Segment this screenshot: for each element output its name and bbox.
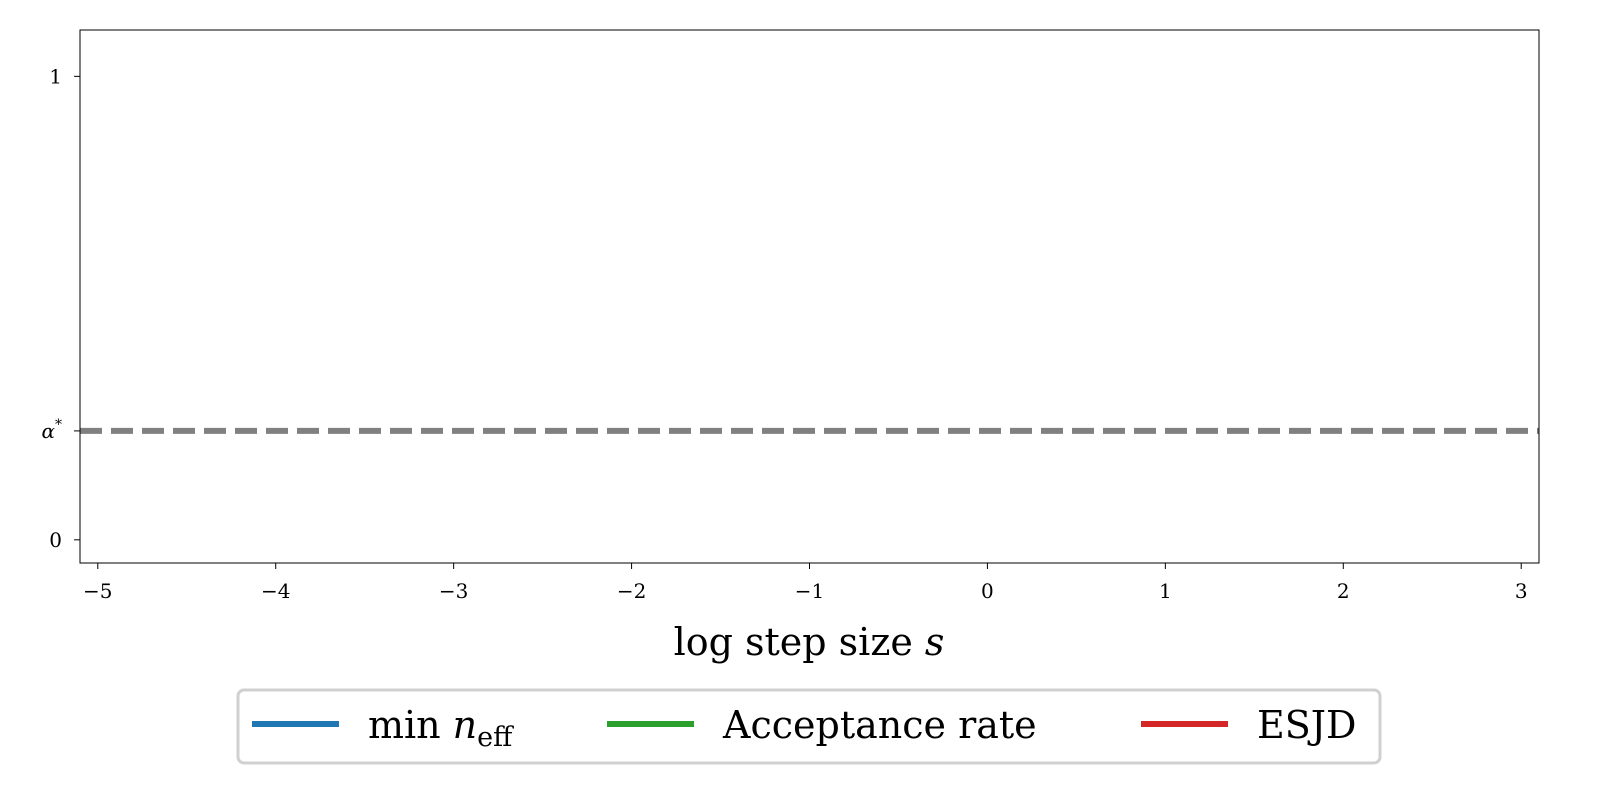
x-tick-label: 3 bbox=[1515, 579, 1528, 603]
y-axis: 0 α* 1 bbox=[41, 64, 80, 552]
y-tick-label: α* bbox=[41, 417, 62, 443]
x-axis: −5 −4 −3 −2 −1 0 1 2 3 bbox=[83, 563, 1528, 603]
legend-label: min neff bbox=[368, 703, 514, 753]
legend-box bbox=[236, 688, 1382, 765]
x-tick-label: −3 bbox=[439, 579, 468, 603]
legend-entry: min neff bbox=[252, 703, 514, 753]
legend-label: Acceptance rate bbox=[722, 703, 1037, 747]
y-tick-label: 1 bbox=[49, 64, 62, 88]
legend: min neff Acceptance rate ESJD bbox=[236, 688, 1382, 765]
x-tick-label: −5 bbox=[83, 579, 112, 603]
x-tick-label: −4 bbox=[261, 579, 290, 603]
legend-entry: Acceptance rate bbox=[607, 703, 1037, 747]
plot-frame bbox=[79, 29, 1540, 564]
x-tick-label: 2 bbox=[1337, 579, 1350, 603]
x-tick-label: 1 bbox=[1159, 579, 1172, 603]
x-tick-label: 0 bbox=[981, 579, 994, 603]
x-tick-label: −2 bbox=[617, 579, 646, 603]
y-tick-label: 0 bbox=[49, 528, 62, 552]
plot-area bbox=[79, 29, 1540, 564]
legend-label: ESJD bbox=[1257, 703, 1356, 747]
x-tick-label: −1 bbox=[795, 579, 824, 603]
x-axis-label: log step size s bbox=[674, 620, 945, 664]
legend-entry: ESJD bbox=[1141, 703, 1356, 747]
